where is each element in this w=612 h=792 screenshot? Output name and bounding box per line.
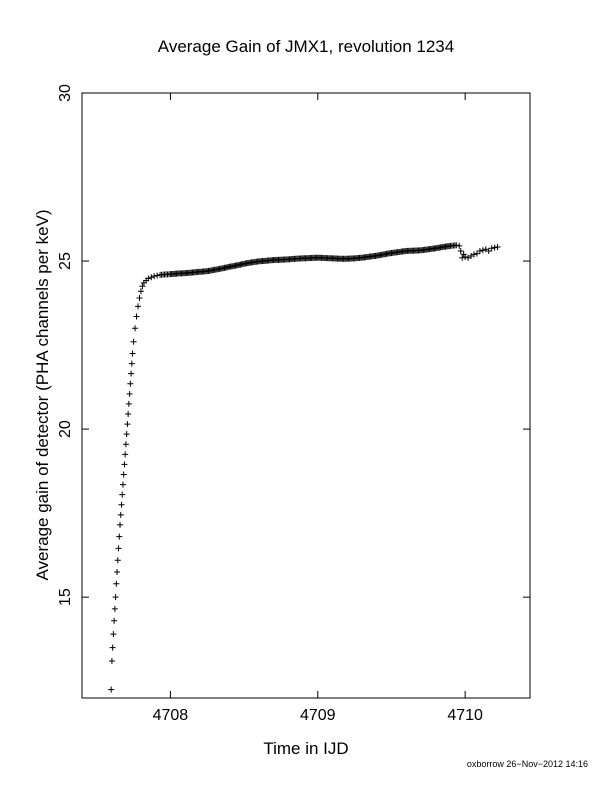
data-point <box>132 325 139 332</box>
data-point <box>460 251 467 258</box>
data-point <box>111 617 118 624</box>
data-point <box>127 380 134 387</box>
data-point <box>485 247 492 254</box>
data-point <box>119 491 126 498</box>
x-tick-label: 4708 <box>153 707 189 724</box>
data-points <box>108 242 501 693</box>
data-point <box>133 313 140 320</box>
data-point <box>473 250 480 257</box>
y-axis-label: Average gain of detector (PHA channels p… <box>33 209 52 580</box>
data-point <box>488 245 495 252</box>
data-point <box>130 338 137 345</box>
data-point <box>457 247 464 254</box>
data-point <box>124 421 131 428</box>
data-point <box>114 568 121 575</box>
data-point <box>494 243 501 250</box>
data-point <box>462 254 469 261</box>
data-point <box>116 533 123 540</box>
x-axis-label: Time in IJD <box>263 739 348 758</box>
data-point <box>108 686 115 693</box>
data-point <box>145 275 152 282</box>
data-point <box>122 441 129 448</box>
y-tick-label: 15 <box>57 588 74 606</box>
data-point <box>128 370 135 377</box>
data-point <box>128 360 135 367</box>
x-tick-label: 4709 <box>300 707 336 724</box>
data-point <box>114 557 121 564</box>
chart-title: Average Gain of JMX1, revolution 1234 <box>158 37 454 56</box>
data-point <box>459 254 466 261</box>
y-tick-label: 25 <box>57 252 74 270</box>
data-point <box>125 410 132 417</box>
data-point <box>108 658 115 665</box>
data-point <box>118 501 125 508</box>
data-point <box>119 481 126 488</box>
x-tick-label: 4710 <box>447 707 483 724</box>
y-tick-label: 20 <box>57 420 74 438</box>
data-point <box>479 247 486 254</box>
plot-frame <box>81 92 531 699</box>
data-point <box>151 273 158 280</box>
data-point <box>456 242 463 249</box>
data-point <box>136 295 143 302</box>
data-point <box>129 350 136 357</box>
data-point <box>121 461 128 468</box>
data-point <box>453 242 460 249</box>
data-point <box>115 545 122 552</box>
data-point <box>137 288 144 295</box>
data-point <box>109 644 116 651</box>
data-point <box>117 511 124 518</box>
data-point <box>126 390 133 397</box>
data-point <box>154 272 161 279</box>
data-point <box>113 580 120 587</box>
data-point <box>122 451 129 458</box>
data-point <box>491 244 498 251</box>
data-point <box>476 247 483 254</box>
data-point <box>135 303 141 310</box>
axis-ticks <box>82 92 530 698</box>
data-point <box>120 471 127 478</box>
data-point <box>125 400 132 407</box>
data-point <box>148 274 155 281</box>
data-point <box>110 631 117 638</box>
data-point <box>471 251 477 258</box>
data-point <box>112 594 119 601</box>
axis-tick-labels: 4708 4709 4710 15 20 25 30 <box>57 84 483 724</box>
data-point <box>123 431 130 438</box>
data-point <box>111 605 118 612</box>
data-point <box>139 283 146 290</box>
data-point <box>117 521 124 528</box>
footer-credit: oxborrow 26−Nov−2012 14:16 <box>467 759 588 769</box>
y-tick-label: 30 <box>57 84 74 102</box>
